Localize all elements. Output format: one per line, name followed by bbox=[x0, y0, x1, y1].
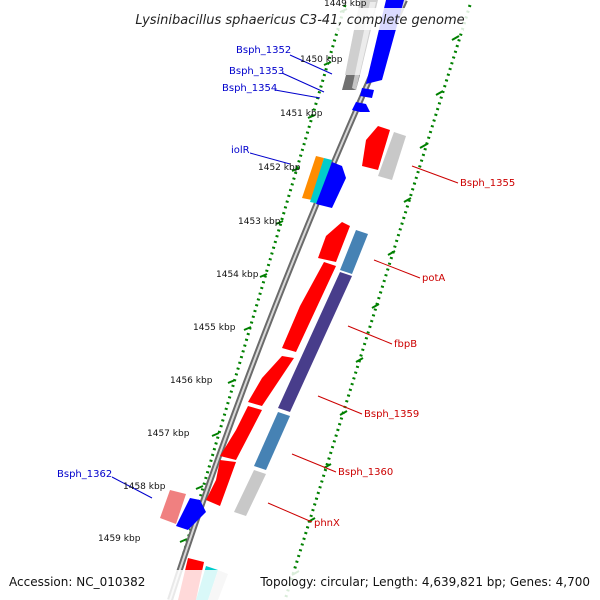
gene-label-pota: potA bbox=[422, 273, 445, 284]
feature-pota bbox=[340, 230, 368, 274]
accession-text: Accession: NC_010382 bbox=[9, 575, 145, 589]
feature-iolr-c bbox=[316, 162, 346, 208]
kbp-label: 1458 kbp bbox=[123, 482, 166, 492]
gene-label-fbpb: fbpB bbox=[394, 339, 417, 350]
title-backdrop bbox=[110, 8, 490, 30]
feature-red-5 bbox=[206, 460, 236, 506]
gene-label-bsph1360: Bsph_1360 bbox=[338, 467, 393, 478]
kbp-label: 1451 kbp bbox=[280, 109, 323, 119]
kbp-label: 1449 kbp bbox=[324, 0, 367, 9]
gene-label-bsph1353: Bsph_1353 bbox=[229, 66, 284, 77]
kbp-label: 1456 kbp bbox=[170, 376, 213, 386]
feature-red-4 bbox=[220, 406, 262, 460]
topology-text: Topology: circular; Length: 4,639,821 bp… bbox=[259, 575, 590, 589]
gene-label-phnx: phnX bbox=[314, 518, 340, 529]
kbp-label: 1455 kbp bbox=[193, 323, 236, 333]
feature-red-1 bbox=[318, 222, 350, 262]
kbp-labels: 1449 kbp 1450 kbp 1451 kbp 1452 kbp 1453… bbox=[98, 0, 367, 544]
feature-bsph1362-b bbox=[176, 498, 206, 530]
feature-bsph1362-a bbox=[160, 490, 186, 524]
map-title: Lysinibacillus sphaericus C3-41, complet… bbox=[135, 13, 464, 28]
kbp-label: 1453 kbp bbox=[238, 217, 281, 227]
gene-label-bsph1362: Bsph_1362 bbox=[57, 469, 112, 480]
feature-bsph1355-a bbox=[362, 126, 390, 170]
feature-iolr-b bbox=[310, 158, 332, 204]
gene-label-bsph1355: Bsph_1355 bbox=[460, 178, 515, 189]
feature-bsph1359 bbox=[254, 412, 290, 470]
right-leader-lines bbox=[267, 165, 459, 523]
feature-bsph1353 bbox=[360, 88, 374, 98]
footer-backdrop bbox=[0, 570, 600, 600]
kbp-label: 1457 kbp bbox=[147, 429, 190, 439]
kbp-label: 1454 kbp bbox=[216, 270, 259, 280]
feature-bsph1354 bbox=[352, 102, 370, 112]
right-gene-labels: Bsph_1355 potA fbpB Bsph_1359 Bsph_1360 … bbox=[314, 178, 515, 529]
gene-label-bsph1352: Bsph_1352 bbox=[236, 45, 291, 56]
left-leader-lines bbox=[111, 54, 333, 499]
kbp-label: 1452 kbp bbox=[258, 163, 301, 173]
feature-bsph1360 bbox=[234, 470, 266, 516]
kbp-label: 1459 kbp bbox=[98, 534, 141, 544]
gene-label-iolr: iolR bbox=[231, 145, 250, 156]
feature-bsph1355-b bbox=[378, 132, 406, 180]
gene-label-bsph1354: Bsph_1354 bbox=[222, 83, 277, 94]
feature-red-3 bbox=[248, 356, 294, 406]
right-ruler-track bbox=[283, 4, 472, 600]
feature-fbpb bbox=[278, 272, 352, 412]
gene-label-bsph1359: Bsph_1359 bbox=[364, 409, 419, 420]
feature-red-2 bbox=[282, 262, 336, 352]
kbp-label: 1450 kbp bbox=[300, 55, 343, 65]
left-gene-labels: Bsph_1352 Bsph_1353 Bsph_1354 iolR Bsph_… bbox=[57, 45, 291, 480]
feature-iolr-a bbox=[302, 156, 324, 200]
